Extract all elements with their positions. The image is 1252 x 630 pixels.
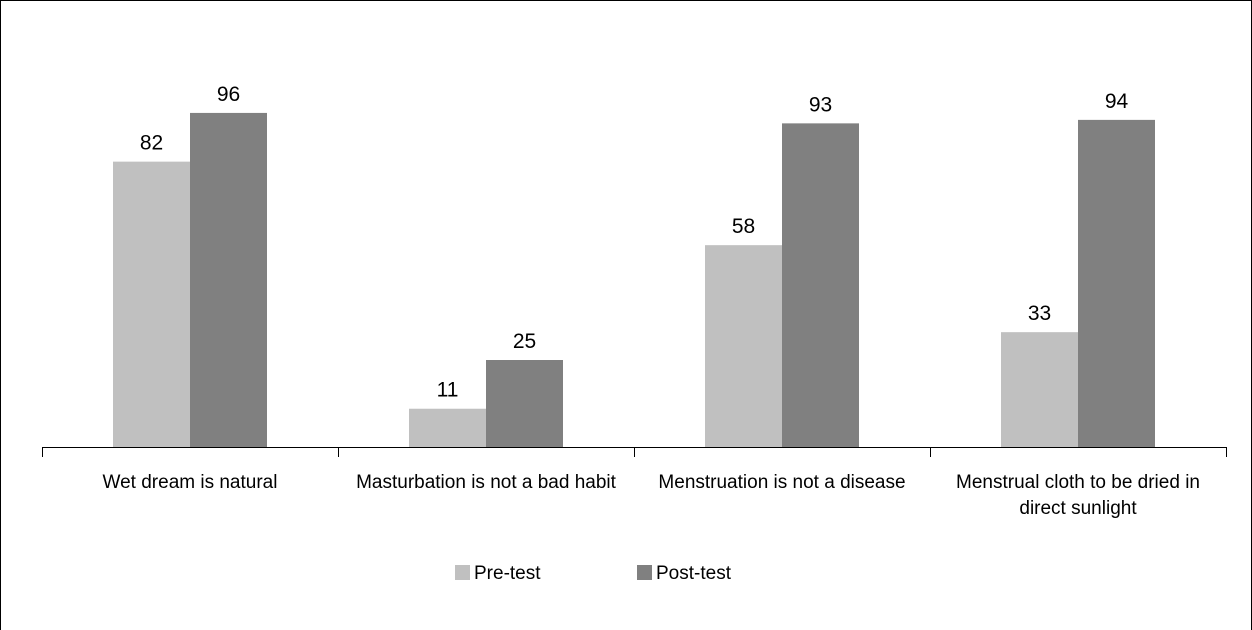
data-label: 94 xyxy=(1105,90,1129,113)
bar xyxy=(1001,332,1078,447)
bar xyxy=(486,360,563,447)
data-label: 96 xyxy=(217,83,240,106)
x-tick-label: Menstruation is not a disease xyxy=(658,472,906,493)
x-tick-label: Wet dream is natural xyxy=(102,472,278,493)
bar xyxy=(782,123,859,448)
legend-swatch xyxy=(455,565,470,580)
data-label: 58 xyxy=(732,215,755,238)
legend-swatch xyxy=(637,565,652,580)
legend-label: Pre-test xyxy=(474,563,541,584)
bar xyxy=(705,245,782,447)
bar xyxy=(113,161,190,447)
data-label: 82 xyxy=(140,132,163,155)
data-label: 93 xyxy=(809,93,832,116)
legend-label: Post-test xyxy=(656,563,732,584)
bar xyxy=(190,112,267,448)
x-tick-label: Menstrual cloth to be dried in direct su… xyxy=(956,472,1200,519)
data-label: 33 xyxy=(1028,302,1051,325)
x-tick-label: Masturbation is not a bad habit xyxy=(356,472,616,493)
bar xyxy=(1078,119,1155,447)
data-label: 11 xyxy=(437,379,459,402)
bar xyxy=(409,408,486,447)
data-label: 25 xyxy=(513,330,536,353)
